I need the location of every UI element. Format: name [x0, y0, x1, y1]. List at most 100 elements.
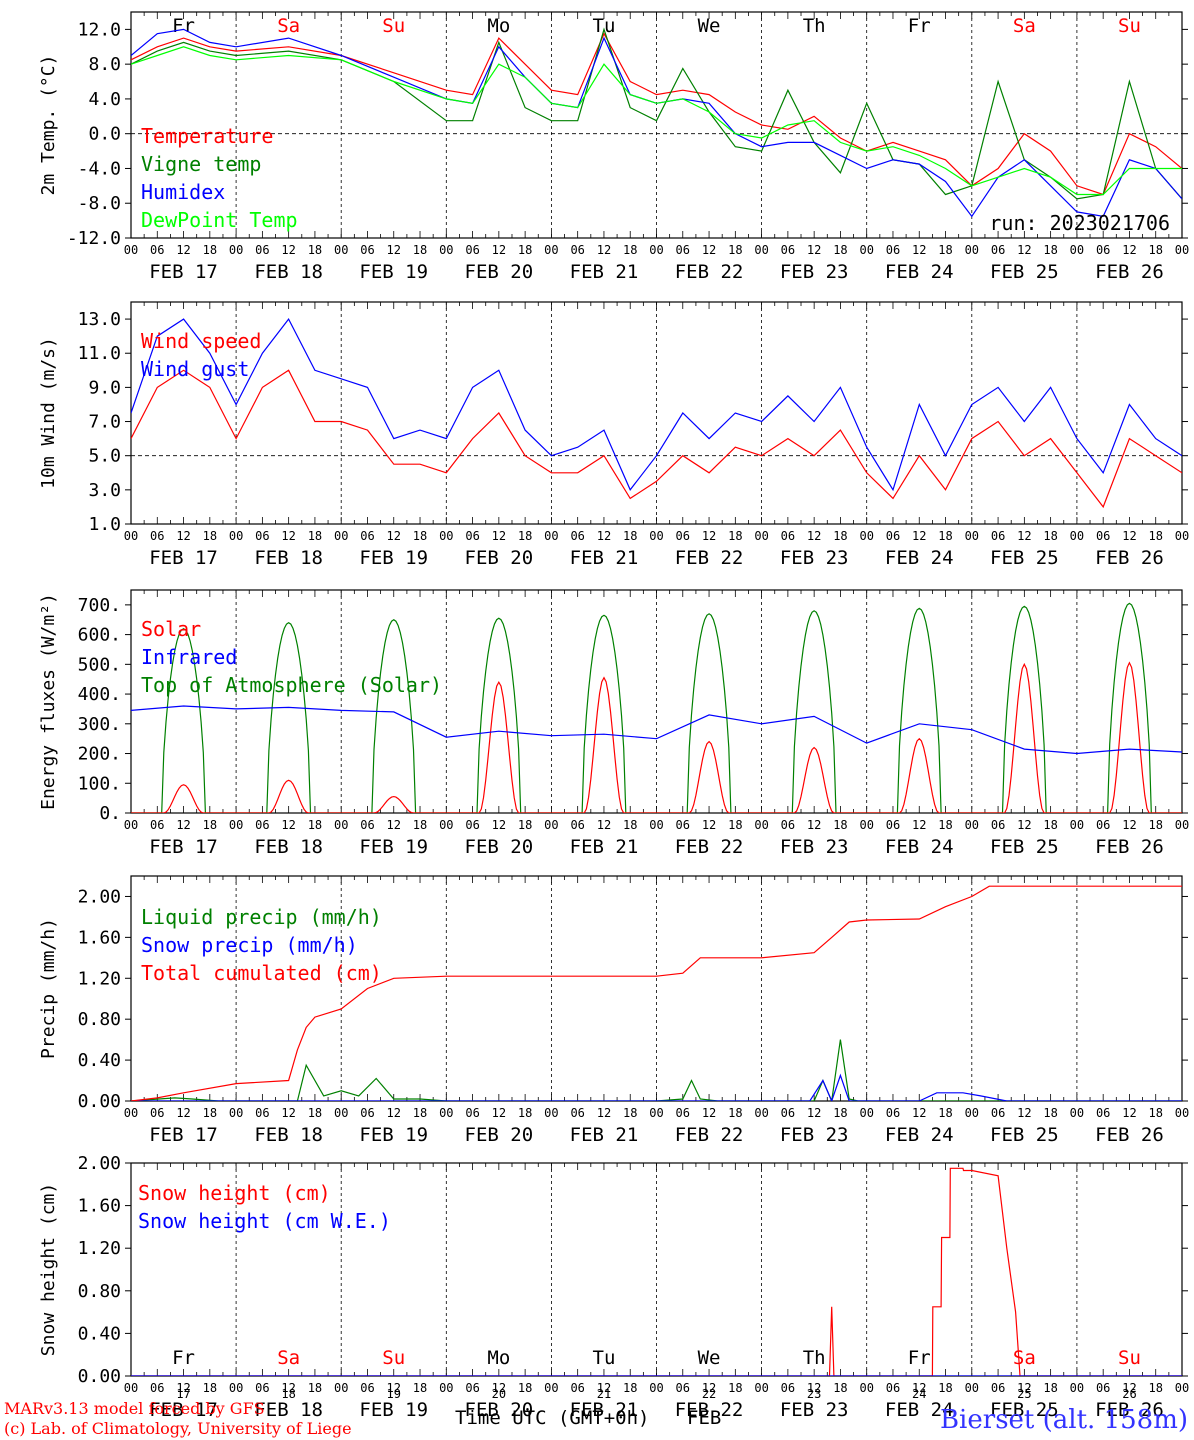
day-name-label: Mo	[487, 1347, 510, 1369]
plot-area	[131, 317, 1182, 509]
panel-3: 700. 600. 500. 400. 300. 200. 100. 0. Energy flu…	[38, 589, 1189, 858]
hour-tick-label: 06	[360, 1381, 374, 1395]
hour-tick-label: 18	[518, 243, 532, 257]
solar-line	[131, 784, 237, 813]
hour-tick-label: 00	[649, 1381, 663, 1395]
hour-tick-label: 12	[281, 243, 295, 257]
date-label: FEB 17	[149, 1124, 218, 1146]
hour-tick-label: 00	[965, 818, 979, 832]
solar-line	[236, 779, 342, 813]
hour-tick-label: 18	[833, 529, 847, 543]
date-label: FEB 22	[675, 1399, 744, 1421]
legend-entry: Liquid precip (mm/h)	[141, 905, 382, 929]
hour-tick-label: 06	[886, 243, 900, 257]
hour-tick-label: 18	[938, 1381, 952, 1395]
date-label: FEB 17	[149, 547, 218, 569]
hour-tick-label: 18	[413, 1381, 427, 1395]
solar-line	[866, 737, 972, 813]
day-name-label: We	[698, 15, 721, 37]
date-label: FEB 24	[885, 1399, 954, 1421]
day-number: 24	[912, 1387, 926, 1401]
y-tick-label: -8.0	[78, 193, 121, 214]
y-tick-label: 8.0	[88, 54, 121, 75]
day-name-label: Sa	[277, 15, 300, 37]
hour-tick-label: 06	[781, 1106, 795, 1120]
hour-tick-label: 12	[702, 529, 716, 543]
day-name-label: Su	[1118, 15, 1141, 37]
hour-tick-label: 00	[334, 1106, 348, 1120]
date-label: FEB 25	[990, 836, 1059, 858]
hour-tick-label: 18	[413, 818, 427, 832]
hour-tick-label: 18	[1043, 818, 1057, 832]
hour-tick-label: 18	[728, 818, 742, 832]
hour-tick-label: 00	[439, 529, 453, 543]
model-credit: MARv3.13 model forced by GFS	[4, 1399, 265, 1418]
panel-4: 2.00 1.60 1.20 0.80 0.40 0.00 Precip (mm/h) 00 0…	[38, 875, 1189, 1146]
day-name-label: Sa	[277, 1347, 300, 1369]
date-label: FEB 26	[1095, 836, 1164, 858]
day-name-label: Su	[382, 1347, 405, 1369]
hour-tick-label: 18	[1043, 243, 1057, 257]
hour-tick-label: 06	[255, 529, 269, 543]
y-tick-label: 0.40	[78, 1323, 121, 1344]
legend-entry: Wind gust	[141, 357, 249, 381]
hour-tick-label: 12	[281, 818, 295, 832]
meteogram-panels: 12.0 8.0 4.0 0.0 -4.0 -8.0 -12.0 2m Temp. (°C) 0…	[38, 11, 1189, 1421]
hour-tick-label: 12	[1017, 818, 1031, 832]
hour-tick-label: 06	[676, 529, 690, 543]
hour-tick-label: 12	[492, 818, 506, 832]
legend-entry: Solar	[141, 617, 201, 641]
plot-frame	[130, 589, 1183, 814]
y-tick-label: 1.60	[78, 1196, 121, 1217]
toa-solar-line	[656, 613, 762, 813]
y-tick-label: 0.0	[88, 124, 121, 145]
y-axis-label: 2m Temp. (°C)	[38, 55, 59, 196]
date-label: FEB 18	[254, 1124, 323, 1146]
hour-tick-label: 00	[859, 818, 873, 832]
hour-tick-label: 00	[439, 818, 453, 832]
hour-tick-label: 18	[308, 243, 322, 257]
date-label: FEB 23	[780, 547, 849, 569]
legend-entry: Temperature	[141, 124, 273, 148]
legend-entry: Top of Atmosphere (Solar)	[141, 673, 442, 697]
hour-tick-label: 12	[912, 818, 926, 832]
hour-tick-label: 00	[124, 818, 138, 832]
date-label: FEB 23	[780, 261, 849, 283]
date-label: FEB 26	[1095, 547, 1164, 569]
hour-tick-label: 00	[439, 1106, 453, 1120]
date-label: FEB 25	[990, 547, 1059, 569]
hour-tick-label: 12	[807, 529, 821, 543]
date-label: FEB 19	[359, 547, 428, 569]
hour-tick-label: 06	[991, 1381, 1005, 1395]
hour-tick-label: 00	[754, 1106, 768, 1120]
hour-tick-label: 12	[1017, 529, 1031, 543]
hour-tick-label: 12	[1122, 1106, 1136, 1120]
hour-tick-label: 18	[1148, 1381, 1162, 1395]
hour-tick-label: 00	[334, 818, 348, 832]
legend-entry: DewPoint Temp	[141, 208, 298, 232]
date-label: FEB 24	[885, 261, 954, 283]
hour-tick-label: 06	[781, 529, 795, 543]
y-tick-label: 200.	[78, 744, 121, 765]
solar-line	[761, 746, 867, 813]
date-label: FEB 23	[780, 836, 849, 858]
hour-tick-label: 00	[229, 1106, 243, 1120]
hour-tick-label: 12	[597, 529, 611, 543]
y-tick-label: -12.0	[67, 228, 121, 249]
hour-tick-label: 12	[807, 1381, 821, 1395]
hour-tick-label: 12	[1017, 243, 1031, 257]
hour-tick-label: 18	[728, 529, 742, 543]
day-number: 18	[281, 1387, 295, 1401]
day-name-label: Sa	[1013, 1347, 1036, 1369]
hour-tick-label: 18	[623, 1381, 637, 1395]
date-label: FEB 18	[254, 547, 323, 569]
hour-tick-label: 00	[649, 243, 663, 257]
hour-tick-label: 18	[1148, 1106, 1162, 1120]
hour-tick-label: 00	[544, 529, 558, 543]
y-tick-label: 600.	[78, 625, 121, 646]
series-line-1	[131, 1167, 1182, 1376]
day-name-label: Fr	[172, 15, 195, 37]
hour-tick-label: 12	[492, 1381, 506, 1395]
hour-tick-label: 18	[833, 1381, 847, 1395]
hour-tick-label: 06	[465, 818, 479, 832]
